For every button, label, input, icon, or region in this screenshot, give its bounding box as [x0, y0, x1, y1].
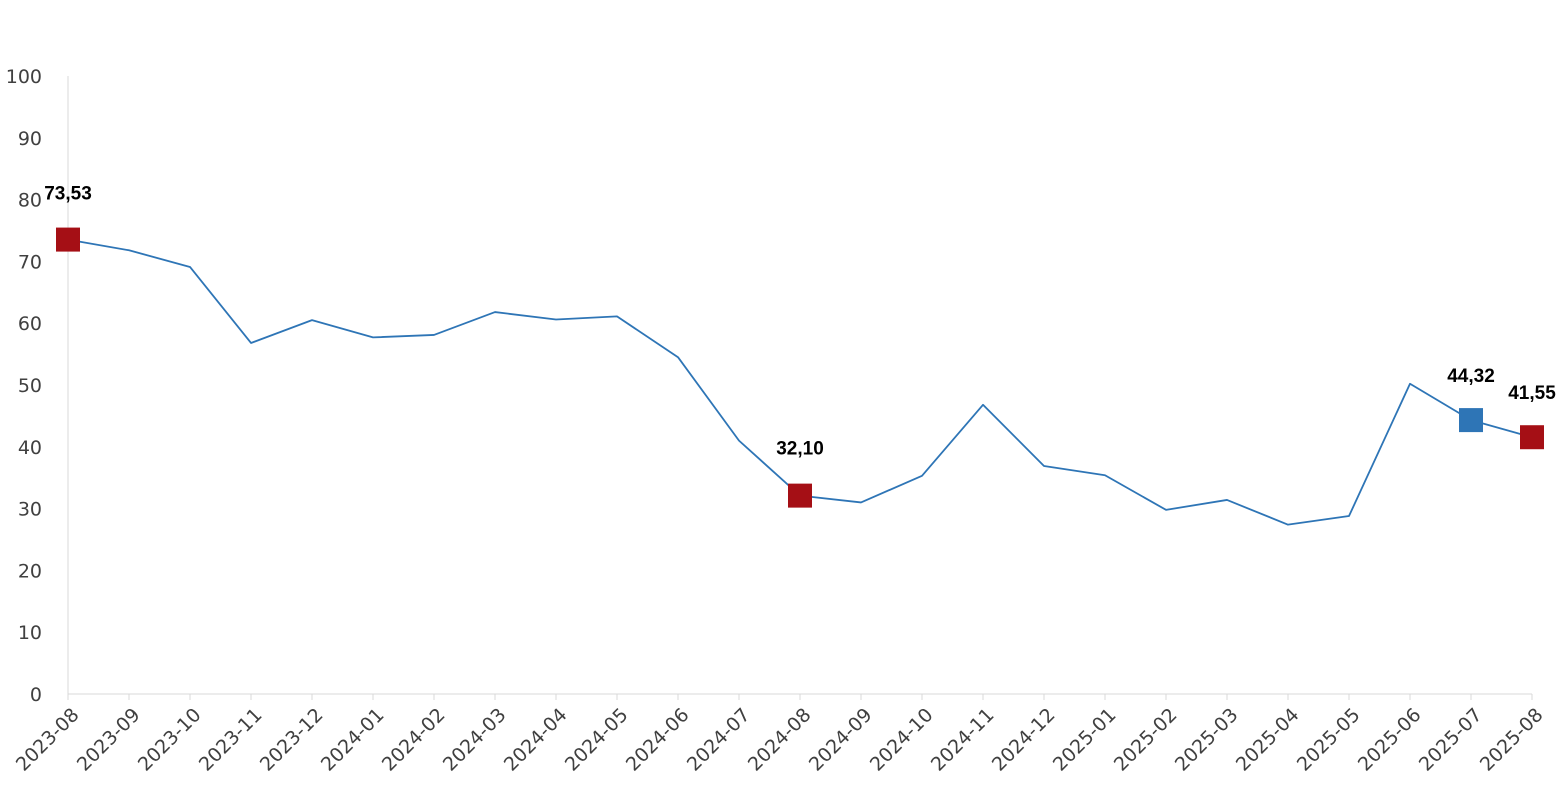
y-tick-label: 60 [18, 313, 42, 335]
x-tick-label: 2024-03 [439, 704, 511, 776]
x-tick-label: 2025-02 [1110, 704, 1182, 776]
y-tick-label: 0 [30, 684, 42, 706]
x-tick-label: 2023-12 [256, 704, 328, 776]
x-tick-label: 2024-10 [866, 704, 938, 776]
y-tick-label: 100 [6, 66, 42, 88]
y-tick-label: 30 [18, 499, 42, 521]
y-tick-label: 80 [18, 190, 42, 212]
x-tick-label: 2024-01 [317, 704, 389, 776]
x-tick-label: 2024-02 [378, 704, 450, 776]
x-tick-label: 2023-08 [12, 704, 84, 776]
x-tick-label: 2024-05 [561, 704, 633, 776]
x-tick-label: 2024-06 [622, 704, 694, 776]
y-tick-label: 40 [18, 437, 42, 459]
data-label: 44,32 [1447, 366, 1495, 387]
highlight-marker [1459, 408, 1483, 433]
x-tick-label: 2023-11 [195, 704, 267, 776]
y-axis: 0 10 20 30 40 50 60 70 80 90 100 [6, 66, 69, 706]
highlight-marker [1520, 425, 1544, 450]
y-tick-label: 50 [18, 375, 42, 397]
highlight-markers [56, 227, 1544, 508]
x-tick-label: 2025-01 [1049, 704, 1121, 776]
data-label: 32,10 [776, 439, 824, 460]
x-tick-label: 2025-05 [1293, 704, 1365, 776]
data-label: 41,55 [1508, 383, 1556, 404]
data-label: 73,53 [44, 184, 92, 205]
x-tick-label: 2025-07 [1415, 704, 1487, 776]
x-tick-label: 2025-03 [1171, 704, 1243, 776]
y-tick-label: 90 [18, 128, 42, 150]
highlight-marker [56, 227, 80, 252]
x-tick-label: 2024-04 [500, 704, 572, 776]
x-tick-label: 2025-06 [1354, 704, 1426, 776]
x-tick-label: 2024-12 [988, 704, 1060, 776]
series-line-group [67, 238, 1533, 526]
x-tick-label: 2025-04 [1232, 704, 1304, 776]
x-axis: 2023-082023-092023-102023-112023-122024-… [12, 693, 1548, 776]
highlight-marker [788, 483, 812, 508]
y-tick-label: 20 [18, 560, 42, 582]
series-line [67, 238, 1533, 526]
x-tick-label: 2024-09 [805, 704, 877, 776]
x-tick-label: 2025-08 [1476, 704, 1548, 776]
x-tick-label: 2024-08 [744, 704, 816, 776]
y-tick-label: 10 [18, 622, 42, 644]
x-tick-label: 2023-09 [73, 704, 145, 776]
x-tick-label: 2024-11 [927, 704, 999, 776]
y-tick-label: 70 [18, 251, 42, 273]
x-tick-label: 2023-10 [134, 704, 206, 776]
data-labels: 73,53 32,10 44,32 41,55 [44, 184, 1556, 460]
x-tick-label: 2024-07 [683, 704, 755, 776]
